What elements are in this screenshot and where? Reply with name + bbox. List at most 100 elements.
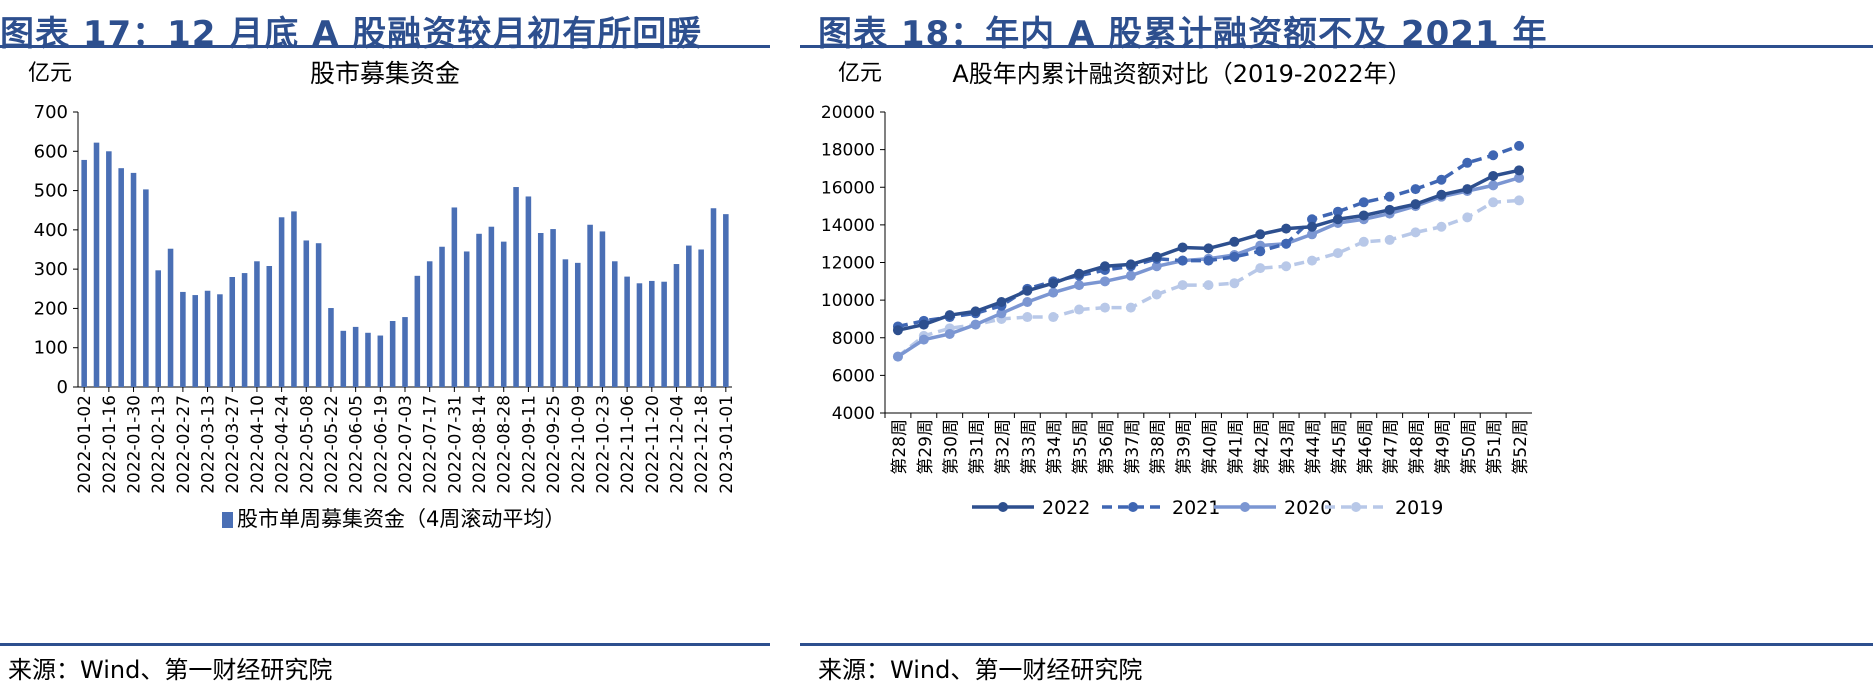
data-point [1436, 189, 1447, 200]
y-tick-label: 200 [34, 298, 68, 319]
data-point [1125, 270, 1136, 281]
x-tick-label: 第40周 [1201, 419, 1221, 475]
data-point [970, 306, 981, 317]
data-point [1151, 251, 1162, 262]
data-point [1281, 223, 1292, 234]
bar [500, 241, 507, 387]
series-line [897, 144, 1520, 329]
data-point [1177, 242, 1188, 253]
bar [599, 231, 606, 387]
bar [315, 243, 322, 387]
data-point [1410, 227, 1421, 238]
data-point [1358, 197, 1369, 208]
bar [476, 233, 482, 387]
bar [278, 217, 285, 387]
bar [155, 270, 161, 387]
data-point [918, 319, 929, 330]
x-tick-label: 第28周 [890, 419, 910, 475]
bar [488, 226, 495, 387]
legend-marker [1240, 502, 1250, 512]
x-tick-label: 第49周 [1433, 419, 1453, 475]
data-point [1384, 204, 1395, 215]
y-tick-label: 12000 [821, 254, 875, 274]
legend-label: 股市单周募集资金（4周滚动平均） [237, 507, 565, 531]
x-tick-label: 第33周 [1019, 419, 1039, 475]
legend-marker [1351, 502, 1361, 512]
data-point [1332, 214, 1343, 225]
data-point [1177, 280, 1188, 291]
data-point [1255, 246, 1266, 257]
x-tick-label: 2022-01-30 [125, 395, 145, 494]
data-point [1255, 263, 1266, 274]
x-tick-label: 2022-07-03 [396, 395, 416, 494]
x-tick-label: 2022-08-14 [470, 395, 490, 494]
bar [192, 295, 199, 387]
bar [352, 326, 359, 387]
data-point [1229, 236, 1240, 247]
bar [649, 280, 655, 387]
x-tick-label: 第30周 [942, 419, 962, 475]
bar [414, 275, 421, 387]
bar [550, 229, 556, 387]
chart-title: 股市募集资金 [310, 59, 460, 88]
bar [426, 261, 433, 387]
data-point [1436, 174, 1447, 185]
y-tick-label: 16000 [821, 178, 875, 198]
x-tick-label: 2022-02-13 [149, 395, 169, 494]
bar [143, 189, 149, 387]
bar [673, 264, 680, 387]
data-point [892, 351, 903, 362]
series-2020 [892, 172, 1525, 362]
bar [624, 276, 630, 387]
title-divider [800, 45, 1873, 48]
data-point [1074, 268, 1085, 279]
y-tick-label: 600 [34, 141, 68, 162]
x-tick-label: 2022-08-28 [495, 395, 515, 494]
y-tick-label: 6000 [832, 366, 875, 386]
bar [93, 142, 100, 387]
bar [377, 335, 384, 387]
data-point [1358, 236, 1369, 247]
x-tick-label: 2022-03-27 [223, 395, 243, 494]
x-tick-label: 第52周 [1511, 419, 1531, 475]
y-tick-label: 500 [34, 181, 68, 202]
data-point [1229, 278, 1240, 289]
data-point [1410, 199, 1421, 210]
data-point [1099, 261, 1110, 272]
bar [340, 330, 347, 387]
x-tick-label: 第29周 [916, 419, 936, 475]
bar [365, 332, 371, 387]
bottom-divider [0, 643, 770, 646]
data-point [1048, 287, 1059, 298]
bar [513, 187, 519, 387]
bar [686, 245, 692, 387]
legend-label: 2019 [1395, 497, 1443, 519]
x-tick-label: 第48周 [1408, 419, 1428, 475]
bar [241, 273, 248, 387]
data-point [1514, 172, 1525, 183]
x-tick-label: 第45周 [1330, 419, 1350, 475]
bar [130, 172, 137, 387]
bar [229, 277, 236, 387]
data-point [1514, 195, 1525, 206]
legend-swatch [222, 512, 233, 528]
data-point [1436, 221, 1447, 232]
bar [106, 151, 112, 387]
bar [574, 262, 581, 387]
y-tick-label: 8000 [832, 329, 875, 349]
y-tick-label: 10000 [821, 291, 875, 311]
x-tick-label: 2022-06-19 [371, 395, 391, 494]
data-point [1099, 276, 1110, 287]
data-point [1151, 261, 1162, 272]
source-note: 来源：Wind、第一财经研究院 [8, 656, 333, 684]
y-tick-label: 700 [34, 102, 68, 123]
bar [81, 159, 87, 387]
x-tick-label: 2022-11-06 [618, 395, 638, 494]
bar [167, 248, 174, 387]
data-point [918, 334, 929, 345]
data-point [944, 310, 955, 321]
x-tick-label: 第42周 [1252, 419, 1272, 475]
x-tick-label: 2022-01-16 [100, 395, 120, 494]
data-point [944, 328, 955, 339]
legend-label: 2021 [1172, 497, 1220, 519]
